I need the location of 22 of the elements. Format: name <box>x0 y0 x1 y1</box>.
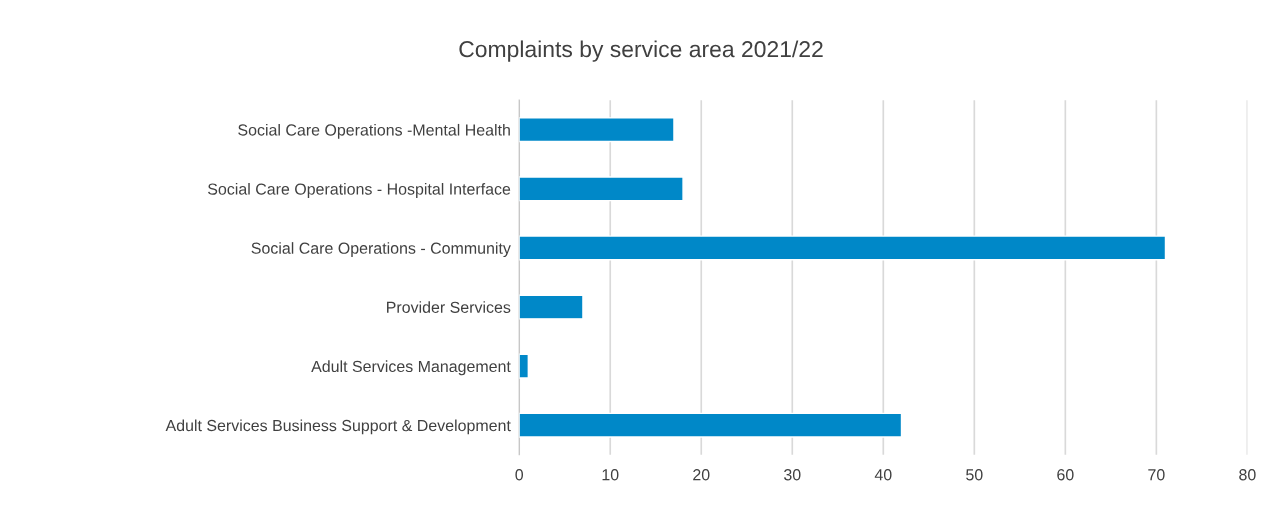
bar <box>519 235 1167 261</box>
chart-title: Complaints by service area 2021/22 <box>459 40 823 62</box>
y-tick-label: Social Care Operations -Mental Health <box>238 123 510 139</box>
y-tick-label: Adult Services Management <box>311 360 511 376</box>
bar <box>519 412 903 438</box>
y-tick-label: Social Care Operations - Hospital Interface <box>208 183 511 198</box>
x-tick-label: 10 <box>602 469 619 481</box>
x-tick-label: 60 <box>1057 469 1074 481</box>
y-tick-label: Adult Services Business Support & Development <box>165 419 511 435</box>
y-tick-label: Provider Services <box>387 301 511 313</box>
x-tick-label: 70 <box>1148 469 1165 481</box>
y-tick-label: Social Care Operations - Community <box>251 242 511 258</box>
bar <box>519 353 530 379</box>
x-tick-label: 40 <box>874 469 892 481</box>
bar <box>519 117 675 143</box>
x-tick-label: 20 <box>693 469 710 481</box>
x-tick-label: 80 <box>1239 469 1256 481</box>
x-tick-label: 30 <box>784 469 801 481</box>
bar <box>519 294 584 320</box>
x-tick-label: 0 <box>515 469 524 481</box>
bar <box>519 176 684 202</box>
x-tick-label: 50 <box>966 469 983 481</box>
